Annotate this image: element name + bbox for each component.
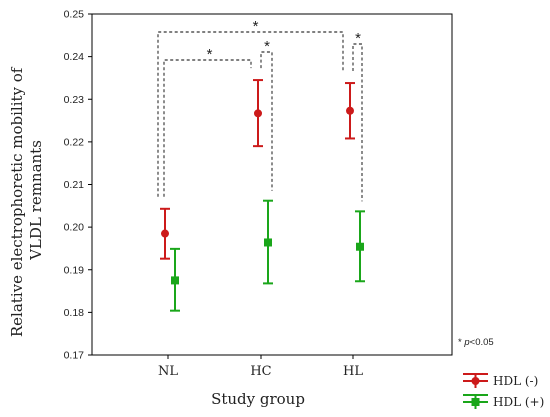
- data-point: [264, 238, 272, 247]
- x-tick-label-hc: HC: [250, 364, 271, 379]
- bracket-nl-hl: [157, 31, 344, 197]
- x-tick-label-nl: NL: [158, 364, 178, 379]
- y-tick-label: 0.23: [64, 94, 85, 106]
- bracket-nl-hc: [163, 59, 252, 197]
- legend-label: HDL (-): [493, 374, 538, 388]
- legend-item-hdl-plus: HDL (+): [463, 394, 544, 409]
- legend: HDL (-) HDL (+): [463, 373, 544, 409]
- data-point: [356, 242, 364, 251]
- y-tick-label: 0.20: [64, 222, 85, 234]
- data-point: [171, 276, 179, 285]
- data-point: [161, 229, 169, 238]
- x-axis-title: Study group: [211, 390, 305, 408]
- significance-star-hc: *: [264, 38, 270, 55]
- x-tick-label-hl: HL: [343, 364, 363, 379]
- significance-star-nl-hc: *: [207, 46, 213, 63]
- data-point: [254, 109, 262, 118]
- y-tick-label: 0.21: [64, 179, 85, 191]
- bracket-hl: [352, 43, 363, 202]
- y-axis-title: Relative electrophoretic mobility of VLD…: [8, 63, 45, 337]
- series-hdl-minus: [160, 79, 355, 260]
- bracket-hc: [260, 51, 273, 191]
- data-point: [346, 106, 354, 115]
- y-axis-label-line-2: VLDL remnants: [27, 140, 45, 261]
- legend-item-hdl-minus: HDL (-): [463, 373, 538, 388]
- significance-brackets: * * * *: [157, 18, 363, 202]
- legend-marker: [471, 398, 480, 406]
- y-axis-label-line-1: Relative electrophoretic mobility of: [8, 66, 26, 337]
- y-tick-label: 0.25: [64, 9, 85, 21]
- significance-note-p: p: [463, 337, 469, 348]
- x-axis-ticks: NL HC HL: [158, 355, 363, 379]
- series-layer: [160, 79, 365, 312]
- y-axis-ticks: 0.17 0.18 0.19 0.20 0.21 0.22 0.23 0.24 0.25: [64, 9, 92, 362]
- y-tick-label: 0.17: [64, 350, 85, 362]
- significance-note-star: *: [458, 337, 464, 348]
- y-tick-label: 0.18: [64, 307, 85, 319]
- y-tick-label: 0.19: [64, 264, 85, 276]
- y-tick-label: 0.24: [64, 51, 85, 63]
- legend-label: HDL (+): [493, 395, 544, 409]
- series-hdl-plus: [170, 199, 365, 312]
- significance-star-hl: *: [355, 30, 361, 47]
- significance-note-threshold: <0.05: [470, 337, 494, 348]
- significance-note: * p<0.05: [458, 337, 494, 348]
- legend-marker: [471, 377, 480, 385]
- significance-star-nl-hl: *: [253, 18, 259, 35]
- y-tick-label: 0.22: [64, 136, 85, 148]
